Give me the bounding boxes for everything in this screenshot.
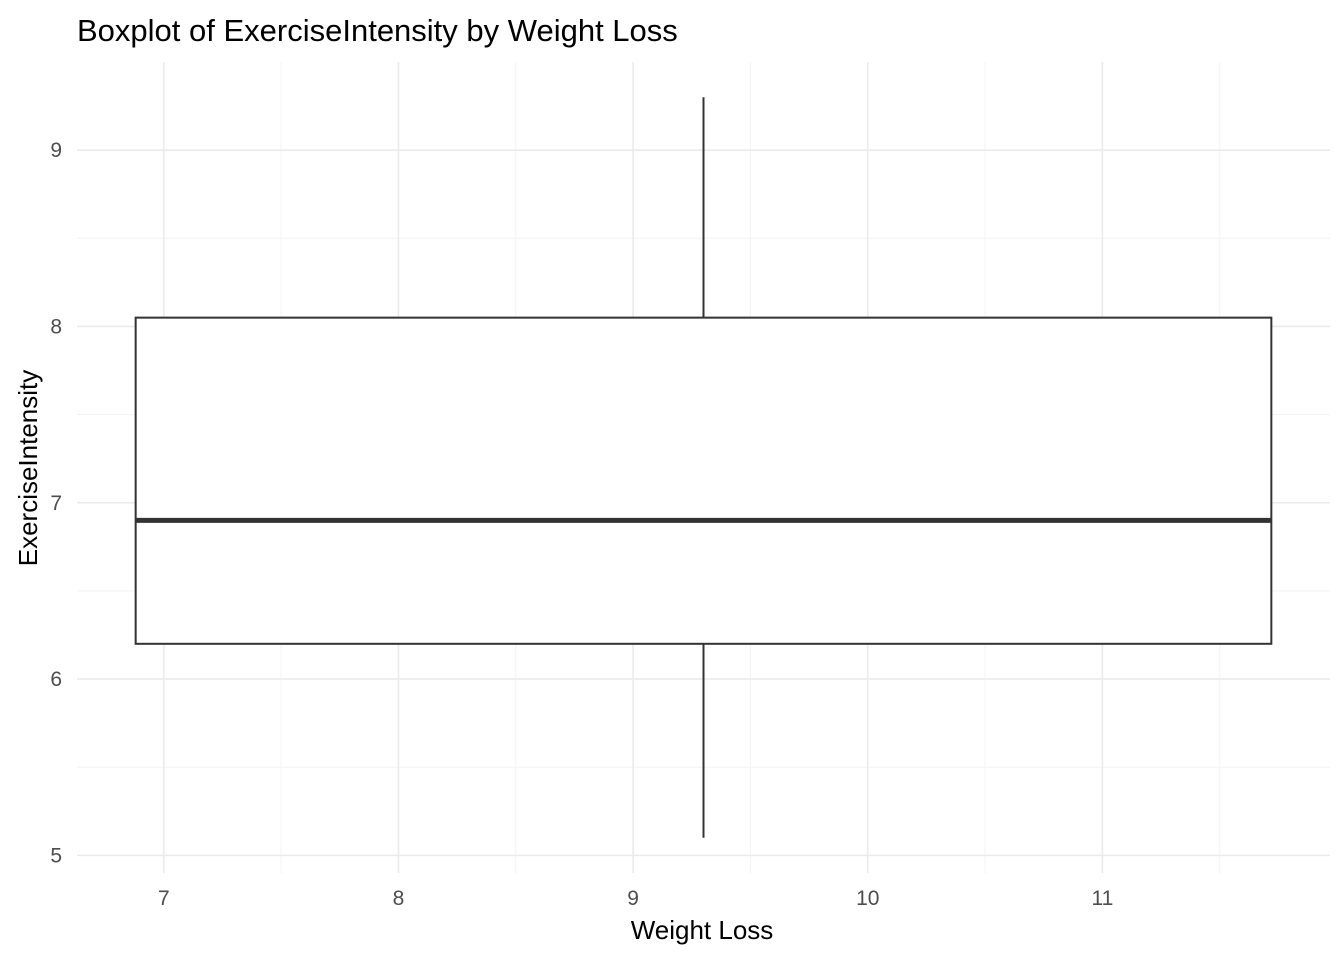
x-tick-label: 7 [158, 887, 170, 910]
x-axis-label: Weight Loss [631, 915, 774, 945]
iqr-box [134, 316, 1273, 645]
y-axis-ticks: 5 6 7 8 9 [50, 139, 62, 867]
chart-title: Boxplot of ExerciseIntensity by Weight L… [77, 13, 678, 48]
y-axis-label: ExerciseIntensity [13, 370, 43, 567]
y-tick-label: 8 [50, 315, 62, 338]
x-tick-label: 10 [856, 887, 879, 910]
y-tick-label: 6 [50, 668, 62, 691]
boxplot [134, 97, 1273, 838]
x-tick-label: 9 [627, 887, 639, 910]
x-axis-ticks: 7 8 9 10 11 [158, 887, 1113, 910]
x-tick-label: 8 [393, 887, 405, 910]
y-tick-label: 7 [50, 492, 62, 515]
y-tick-label: 9 [50, 139, 62, 162]
x-tick-label: 11 [1091, 887, 1113, 910]
y-tick-label: 5 [50, 844, 62, 867]
